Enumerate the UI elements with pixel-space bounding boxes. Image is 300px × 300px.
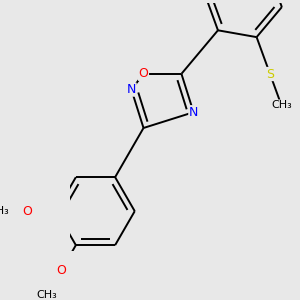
Text: CH₃: CH₃ <box>37 290 57 300</box>
Text: N: N <box>127 83 136 96</box>
Text: O: O <box>22 205 32 218</box>
Text: O: O <box>56 264 66 277</box>
Text: O: O <box>139 67 148 80</box>
Text: N: N <box>189 106 198 119</box>
Text: CH₃: CH₃ <box>271 100 292 110</box>
Text: CH₃: CH₃ <box>0 206 9 216</box>
Text: S: S <box>266 68 274 80</box>
